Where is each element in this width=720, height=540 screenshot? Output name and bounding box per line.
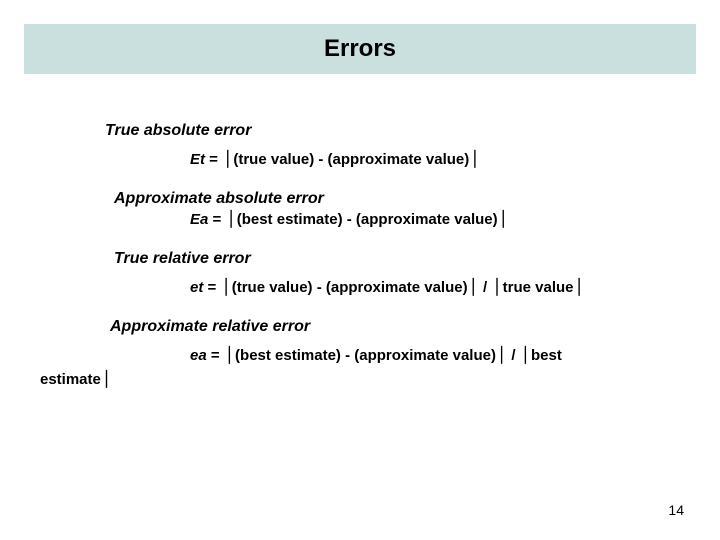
formula-earel-var: ea bbox=[190, 347, 207, 364]
formula-ea-var: Ea bbox=[190, 211, 208, 228]
formula-etrel-denom: true value bbox=[503, 279, 574, 296]
content-area: True absolute error Et = ⎪(true value) -… bbox=[40, 100, 680, 388]
formula-earel-wrap-tail: estimate bbox=[40, 371, 101, 388]
heading-true-absolute: True absolute error bbox=[105, 122, 680, 140]
formula-et-eq: = bbox=[209, 151, 222, 168]
formula-et-expr: (true value) - (approximate value) bbox=[233, 151, 469, 168]
formula-ea-eq: = bbox=[213, 211, 226, 228]
abs-open: ⎪ bbox=[225, 211, 236, 228]
formula-et: Et = ⎪(true value) - (approximate value)… bbox=[190, 150, 680, 168]
formula-etrel-expr: (true value) - (approximate value) bbox=[232, 279, 468, 296]
abs-close: ⎪ bbox=[498, 211, 509, 228]
title-bar: Errors bbox=[24, 24, 696, 74]
formula-earel-wrap: estimate⎪ bbox=[40, 370, 680, 388]
page-number: 14 bbox=[668, 502, 684, 518]
formula-et-var: Et bbox=[190, 151, 205, 168]
formula-earel-expr: (best estimate) - (approximate value) bbox=[235, 347, 496, 364]
abs-open: ⎪ bbox=[222, 151, 233, 168]
formula-ea: Ea = ⎪(best estimate) - (approximate val… bbox=[190, 210, 680, 228]
formula-earel-denom-firstword: best bbox=[531, 347, 562, 364]
formula-ea-expr: (best estimate) - (approximate value) bbox=[237, 211, 498, 228]
abs-open: ⎪ bbox=[520, 347, 531, 364]
formula-etrel-eq: = bbox=[208, 279, 221, 296]
heading-approx-relative: Approximate relative error bbox=[110, 318, 680, 336]
abs-close: ⎪ bbox=[469, 151, 480, 168]
abs-close: ⎪ bbox=[496, 347, 507, 364]
formula-et-rel: et = ⎪(true value) - (approximate value)… bbox=[190, 278, 680, 296]
abs-open: ⎪ bbox=[491, 279, 502, 296]
formula-earel-eq: = bbox=[211, 347, 224, 364]
heading-true-relative: True relative error bbox=[114, 250, 680, 268]
abs-close: ⎪ bbox=[574, 279, 585, 296]
abs-open: ⎪ bbox=[220, 279, 231, 296]
formula-ea-rel: ea = ⎪(best estimate) - (approximate val… bbox=[190, 346, 680, 364]
abs-close: ⎪ bbox=[101, 371, 112, 388]
slide-title: Errors bbox=[324, 35, 396, 63]
formula-etrel-div: / bbox=[479, 279, 492, 296]
abs-close: ⎪ bbox=[468, 279, 479, 296]
formula-earel-div: / bbox=[507, 347, 520, 364]
abs-open: ⎪ bbox=[224, 347, 235, 364]
formula-etrel-var: et bbox=[190, 279, 203, 296]
heading-approx-absolute: Approximate absolute error bbox=[114, 190, 680, 208]
